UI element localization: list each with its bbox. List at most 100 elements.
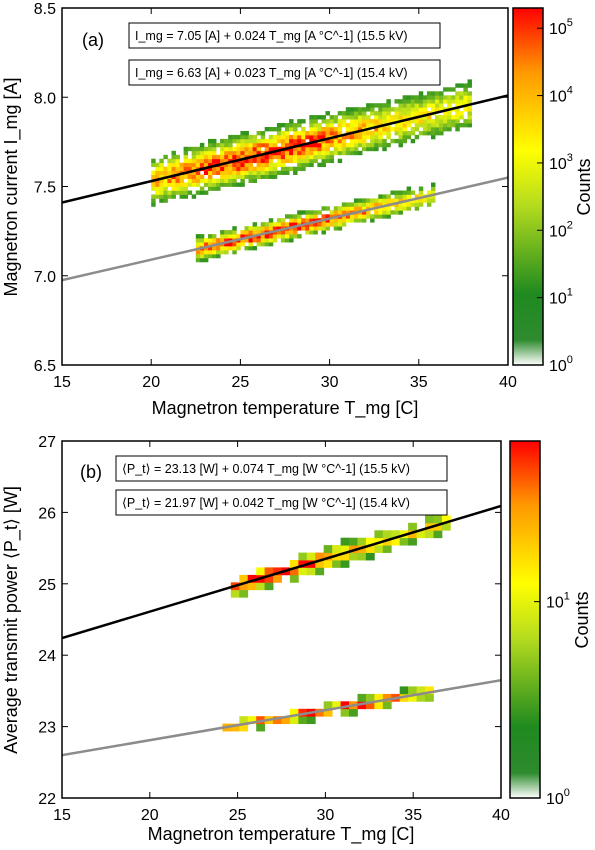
heatmap-cell bbox=[305, 214, 310, 219]
heatmap-cell bbox=[301, 119, 306, 124]
heatmap-cell bbox=[305, 210, 310, 215]
heatmap-cell bbox=[297, 119, 302, 124]
heatmap-cell bbox=[394, 123, 399, 128]
heatmap-cell bbox=[228, 162, 233, 168]
heatmap-cell bbox=[402, 111, 408, 116]
heatmap-cell bbox=[248, 238, 253, 243]
heatmap-cell bbox=[289, 574, 299, 583]
x-tick-label: 20 bbox=[142, 374, 160, 391]
heatmap-cell bbox=[264, 127, 270, 132]
heatmap-cell bbox=[281, 716, 291, 725]
heatmap-cell bbox=[378, 134, 383, 140]
heatmap-cell bbox=[301, 158, 306, 164]
heatmap-cell bbox=[239, 716, 249, 725]
heatmap-cell bbox=[199, 154, 205, 160]
heatmap-cell bbox=[317, 142, 322, 148]
heatmap-cell bbox=[248, 134, 253, 140]
heatmap-cell bbox=[313, 210, 318, 215]
heatmap-cell bbox=[349, 552, 358, 561]
heatmap-cell bbox=[353, 142, 359, 148]
heatmap-cell bbox=[378, 206, 383, 211]
heatmap-cell bbox=[248, 242, 253, 247]
y-tick-label: 7.0 bbox=[34, 269, 56, 286]
heatmap-cell bbox=[435, 95, 440, 100]
heatmap-cell bbox=[455, 115, 460, 120]
heatmap-cell bbox=[358, 142, 363, 148]
heatmap-cell bbox=[323, 560, 333, 568]
heatmap-cell bbox=[353, 202, 359, 207]
heatmap-cell bbox=[216, 186, 221, 191]
y-tick-label: 8.5 bbox=[34, 1, 56, 18]
heatmap-cell bbox=[399, 537, 409, 546]
heatmap-cell bbox=[317, 146, 322, 152]
heatmap-cell bbox=[353, 123, 359, 128]
heatmap-cell bbox=[406, 190, 412, 195]
heatmap-cell bbox=[248, 226, 253, 231]
heatmap-cell bbox=[260, 131, 266, 136]
heatmap-cell bbox=[345, 127, 351, 132]
heatmap-cell bbox=[260, 222, 266, 227]
heatmap-cell bbox=[151, 170, 156, 175]
heatmap-cell bbox=[187, 158, 193, 164]
heatmap-cell bbox=[325, 226, 330, 231]
heatmap-cell bbox=[337, 210, 343, 215]
heatmap-cell bbox=[386, 214, 391, 219]
heatmap-cell bbox=[358, 119, 363, 124]
heatmap-cell bbox=[410, 119, 416, 124]
heatmap-cell bbox=[443, 99, 448, 104]
heatmap-cell bbox=[340, 708, 350, 717]
heatmap-cell bbox=[390, 115, 395, 120]
heatmap-cell bbox=[340, 545, 350, 553]
heatmap-cell bbox=[159, 166, 164, 172]
fit-lines-a bbox=[62, 94, 508, 282]
heatmap-cell bbox=[439, 123, 444, 128]
heatmap-cell bbox=[435, 131, 440, 136]
heatmap-cell bbox=[394, 194, 399, 199]
heatmap-cell bbox=[451, 95, 456, 100]
heatmap-cell bbox=[431, 119, 436, 124]
heatmap-cell bbox=[268, 234, 274, 239]
heatmap-cell bbox=[325, 222, 330, 227]
heatmap-cell bbox=[195, 253, 201, 259]
heatmap-cell bbox=[455, 123, 460, 128]
heatmap-cell bbox=[163, 182, 168, 187]
heatmap-cell bbox=[297, 138, 302, 144]
heatmap-cell bbox=[297, 131, 302, 136]
heatmap-cell bbox=[208, 158, 213, 164]
heatmap-cell bbox=[167, 190, 172, 195]
heatmap-cell bbox=[293, 138, 298, 144]
heatmap-cell bbox=[321, 158, 326, 164]
heatmap-cell bbox=[248, 158, 253, 164]
heatmap-cell bbox=[179, 190, 185, 195]
heatmap-cell bbox=[252, 170, 258, 175]
heatmap-cell bbox=[268, 226, 274, 231]
heatmap-cell bbox=[378, 214, 383, 219]
heatmap-cell bbox=[301, 154, 306, 160]
heatmap-cell bbox=[252, 238, 258, 243]
heatmap-cell bbox=[293, 131, 298, 136]
heatmap-cell bbox=[232, 162, 237, 168]
heatmap-cell bbox=[244, 158, 249, 164]
heatmap-cell bbox=[455, 83, 460, 88]
heatmap-cell bbox=[191, 182, 197, 187]
heatmap-cell bbox=[358, 150, 363, 156]
heatmap-cell bbox=[298, 567, 308, 576]
heatmap-cell bbox=[406, 131, 412, 136]
heatmap-cell bbox=[313, 214, 318, 219]
heatmap-cell bbox=[321, 119, 326, 124]
heatmap-cell bbox=[315, 552, 325, 561]
heatmap-cell bbox=[179, 186, 185, 191]
heatmap-cell bbox=[163, 190, 168, 195]
heatmap-cell bbox=[220, 158, 225, 164]
heatmap-cell bbox=[268, 158, 274, 164]
heatmap-cell bbox=[390, 198, 395, 203]
heatmap-cell bbox=[362, 115, 367, 120]
heatmap-cell bbox=[441, 515, 451, 524]
heatmap-cell bbox=[416, 686, 426, 695]
heatmap-cell bbox=[340, 560, 350, 568]
heatmap-cell bbox=[349, 111, 355, 116]
heatmap-cell bbox=[297, 146, 302, 152]
heatmap-cell bbox=[386, 111, 391, 116]
heatmap-cell bbox=[435, 103, 440, 108]
heatmap-cell bbox=[370, 134, 375, 140]
